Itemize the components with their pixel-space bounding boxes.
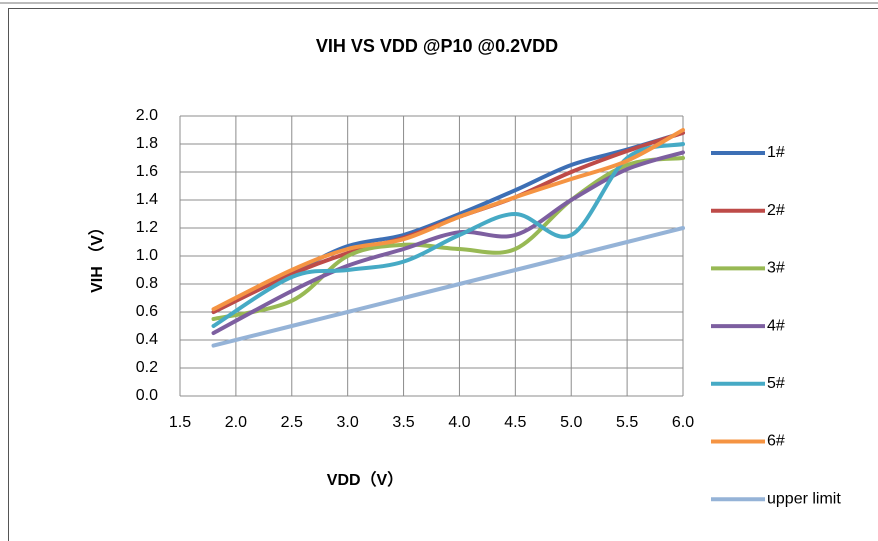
series-line bbox=[211, 226, 685, 348]
series-line bbox=[211, 128, 685, 312]
series-line bbox=[211, 142, 685, 328]
y-tick-label: 1.0 bbox=[136, 247, 158, 264]
y-tick-label: 0.8 bbox=[136, 275, 158, 292]
legend-label: 1# bbox=[767, 144, 785, 161]
y-tick-label: 0.2 bbox=[136, 359, 158, 376]
y-tick-label: 1.8 bbox=[136, 135, 158, 152]
legend-label: upper limit bbox=[767, 490, 841, 507]
y-tick-label: 0.4 bbox=[136, 331, 158, 348]
legend-label: 5# bbox=[767, 375, 785, 392]
legend-label: 6# bbox=[767, 433, 785, 450]
series-line bbox=[211, 156, 685, 321]
x-tick-label: 5.5 bbox=[616, 414, 638, 431]
legend-label: 2# bbox=[767, 202, 785, 219]
x-tick-label: 2.5 bbox=[281, 414, 303, 431]
x-tick-label: 4.0 bbox=[448, 414, 470, 431]
x-tick-label: 2.0 bbox=[225, 414, 247, 431]
legend-label: 4# bbox=[767, 317, 785, 334]
y-tick-label: 1.4 bbox=[136, 191, 158, 208]
y-tick-label: 0.0 bbox=[136, 387, 158, 404]
x-tick-label: 3.0 bbox=[337, 414, 359, 431]
y-axis-label: VIH （V） bbox=[88, 219, 106, 293]
chart-frame bbox=[8, 8, 878, 541]
chart-title: VIH VS VDD @P10 @0.2VDD bbox=[316, 36, 558, 56]
x-axis-label: VDD（V） bbox=[327, 471, 403, 489]
x-tick-label: 5.0 bbox=[560, 414, 582, 431]
x-tick-label: 6.0 bbox=[672, 414, 694, 431]
x-tick-label: 4.5 bbox=[504, 414, 526, 431]
y-tick-label: 1.2 bbox=[136, 219, 158, 236]
x-tick-label: 3.5 bbox=[392, 414, 414, 431]
x-tick-label: 1.5 bbox=[169, 414, 191, 431]
y-tick-label: 0.6 bbox=[136, 303, 158, 320]
y-tick-label: 2.0 bbox=[136, 107, 158, 124]
y-tick-label: 1.6 bbox=[136, 163, 158, 180]
legend-label: 3# bbox=[767, 260, 785, 277]
series-line bbox=[211, 150, 685, 335]
